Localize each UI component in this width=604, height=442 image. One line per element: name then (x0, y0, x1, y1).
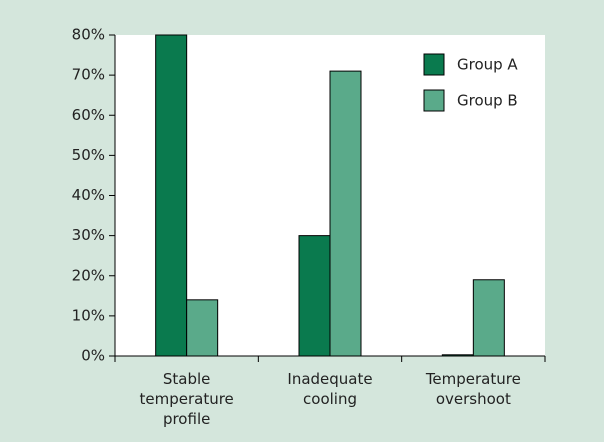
y-tick-label: 70% (72, 66, 105, 84)
y-tick-label: 50% (72, 146, 105, 164)
y-tick-label: 10% (72, 306, 105, 324)
y-tick-label: 20% (72, 266, 105, 284)
bar (186, 299, 219, 357)
y-tick-label: 0% (81, 347, 105, 365)
y-tick-label: 40% (72, 186, 105, 204)
y-tick-label: 60% (72, 106, 105, 124)
legend-swatch (423, 89, 445, 112)
legend-label: Group B (457, 92, 518, 110)
y-tick-label: 30% (72, 226, 105, 244)
bar (472, 279, 505, 357)
x-tick-label: Temperature overshoot (425, 370, 521, 408)
bar (329, 70, 362, 357)
y-tick-label: 80% (72, 26, 105, 44)
x-tick-label: Stable temperature profile (139, 370, 234, 428)
bar (155, 34, 188, 357)
bar (298, 235, 331, 357)
legend-label: Group A (457, 56, 518, 74)
x-tick-label: Inadequate cooling (287, 370, 373, 408)
legend-swatch (423, 53, 445, 76)
